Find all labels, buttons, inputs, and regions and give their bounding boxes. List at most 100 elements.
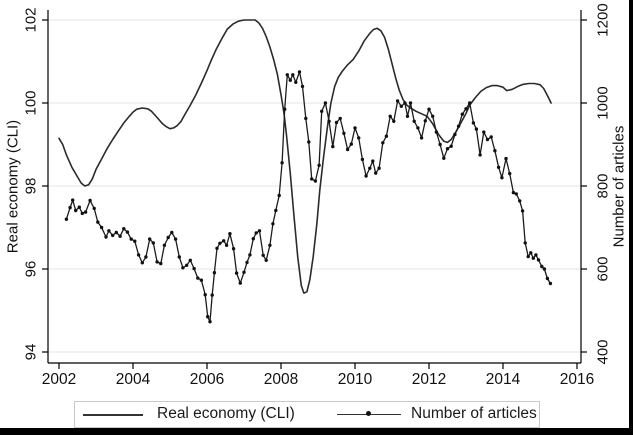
articles-marker: [371, 159, 375, 163]
articles-marker: [364, 174, 368, 178]
articles-marker: [496, 165, 501, 169]
articles-marker: [277, 193, 281, 198]
articles-marker: [508, 171, 512, 176]
articles-marker: [548, 281, 553, 286]
articles-marker: [511, 190, 516, 195]
articles-marker: [442, 156, 446, 160]
x-tick-label: 2016: [560, 371, 594, 388]
articles-marker: [545, 276, 550, 281]
articles-marker: [248, 253, 252, 257]
articles-marker: [136, 253, 141, 257]
articles-marker: [540, 264, 544, 269]
articles-marker: [181, 266, 185, 270]
articles-marker: [196, 276, 200, 280]
articles-marker: [140, 261, 144, 265]
articles-marker: [419, 136, 424, 140]
articles-marker: [80, 211, 85, 216]
articles-marker: [215, 246, 219, 250]
articles-marker: [222, 239, 226, 243]
articles-marker: [64, 217, 69, 221]
articles-line-sample-icon: [337, 411, 401, 416]
cli-line: [58, 19, 552, 294]
x-tick-label: 2004: [116, 371, 151, 388]
articles-marker: [349, 142, 353, 146]
articles-marker: [212, 271, 217, 275]
articles-marker: [388, 114, 392, 119]
articles-marker: [542, 267, 547, 271]
articles-marker: [188, 258, 192, 262]
articles-marker: [368, 166, 372, 170]
articles-marker: [148, 237, 152, 241]
articles-marker: [173, 237, 178, 241]
articles-marker: [474, 127, 479, 131]
articles-marker: [464, 107, 468, 111]
articles-marker: [114, 230, 119, 235]
articles-marker: [534, 253, 538, 257]
articles-marker: [224, 243, 229, 247]
articles-marker: [471, 121, 476, 125]
articles-marker: [285, 73, 289, 77]
articles-marker: [478, 153, 482, 157]
articles-marker: [360, 157, 365, 162]
articles-marker: [453, 132, 457, 137]
articles-marker: [274, 208, 278, 213]
articles-marker: [449, 144, 453, 148]
articles-marker: [514, 192, 518, 196]
articles-marker: [313, 179, 318, 183]
legend-label-cli: Real economy (CLI): [157, 405, 295, 422]
articles-marker: [408, 101, 413, 105]
window-right-border: [629, 0, 633, 435]
left-tick-label: 94: [22, 344, 39, 361]
articles-marker: [104, 235, 108, 239]
articles-marker: [500, 176, 504, 180]
articles-marker: [405, 114, 410, 119]
articles-marker: [251, 237, 255, 241]
articles-marker: [92, 206, 96, 211]
articles-marker: [529, 251, 533, 255]
articles-marker: [338, 116, 342, 121]
articles-marker: [231, 247, 236, 251]
articles-marker: [531, 256, 535, 260]
articles-marker: [304, 116, 308, 121]
articles-marker: [228, 232, 232, 236]
articles-marker: [280, 161, 284, 165]
articles-marker: [268, 243, 272, 247]
articles-marker: [493, 149, 497, 153]
articles-marker: [257, 229, 262, 233]
articles-marker: [74, 208, 78, 213]
articles-marker: [392, 119, 396, 124]
articles-marker: [395, 99, 400, 103]
articles-marker: [133, 239, 137, 243]
left-tick-label: 98: [22, 178, 39, 195]
cli-line-sample-icon: [83, 414, 143, 416]
articles-marker: [162, 243, 167, 247]
articles-marker: [218, 241, 222, 245]
articles-marker: [504, 156, 508, 161]
articles-marker: [71, 198, 75, 202]
articles-marker: [353, 126, 357, 130]
right-tick-label: 400: [594, 339, 611, 364]
articles-marker: [192, 266, 196, 271]
articles-marker: [254, 231, 258, 235]
articles-marker: [261, 253, 265, 257]
articles-marker: [445, 147, 450, 151]
articles-marker: [412, 119, 416, 124]
articles-marker: [170, 230, 174, 235]
left-axis-title: Real economy (CLI): [4, 119, 22, 254]
articles-marker: [310, 177, 314, 181]
articles-marker: [357, 136, 361, 140]
articles-marker: [77, 205, 82, 209]
articles-marker: [155, 260, 159, 264]
articles-marker: [288, 78, 292, 82]
articles-marker: [297, 70, 302, 74]
articles-marker: [489, 135, 493, 139]
articles-marker: [384, 134, 389, 138]
articles-marker: [460, 112, 464, 116]
articles-marker: [294, 80, 298, 85]
articles-marker: [245, 260, 249, 265]
articles-marker: [434, 130, 439, 134]
articles-marker: [83, 210, 88, 214]
articles-marker: [122, 227, 126, 231]
right-tick-label: 800: [594, 173, 611, 198]
